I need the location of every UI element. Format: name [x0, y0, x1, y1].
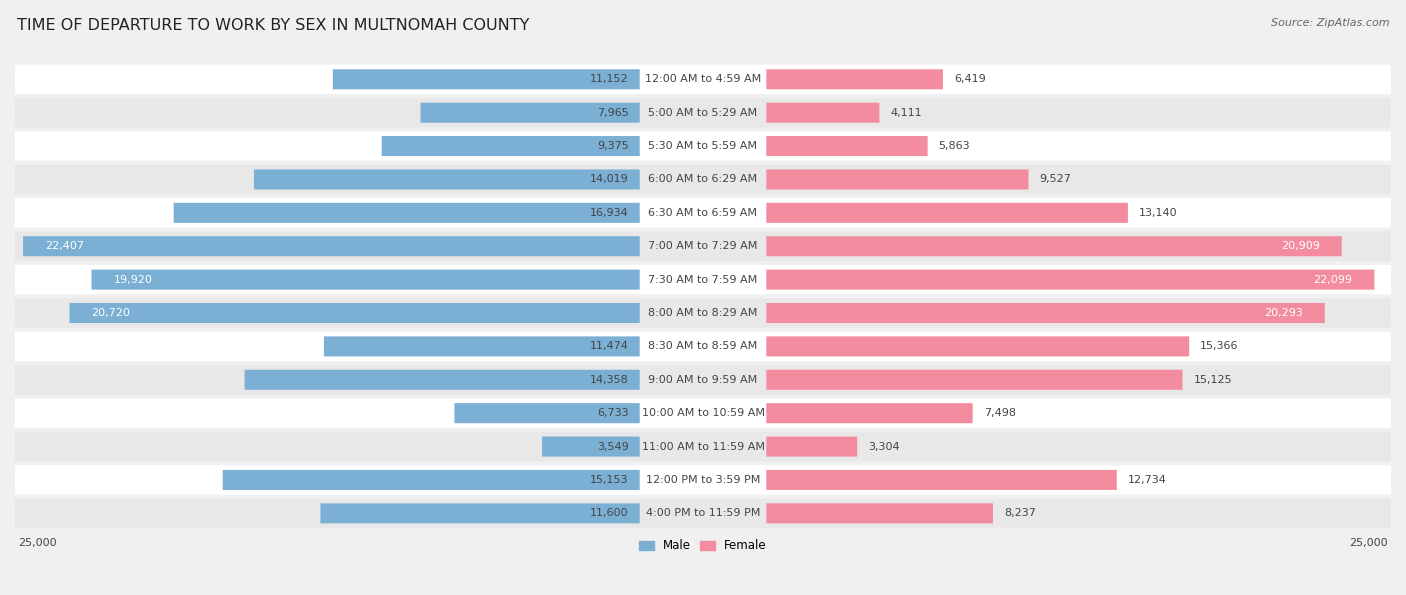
Text: 8:00 AM to 8:29 AM: 8:00 AM to 8:29 AM	[648, 308, 758, 318]
FancyBboxPatch shape	[766, 69, 943, 89]
Text: 8:30 AM to 8:59 AM: 8:30 AM to 8:59 AM	[648, 342, 758, 352]
FancyBboxPatch shape	[15, 331, 1391, 361]
FancyBboxPatch shape	[323, 336, 640, 356]
Text: 22,099: 22,099	[1313, 275, 1353, 284]
FancyBboxPatch shape	[766, 103, 879, 123]
Text: 5:00 AM to 5:29 AM: 5:00 AM to 5:29 AM	[648, 108, 758, 118]
Text: 16,934: 16,934	[591, 208, 628, 218]
FancyBboxPatch shape	[766, 503, 993, 524]
Text: 7:30 AM to 7:59 AM: 7:30 AM to 7:59 AM	[648, 275, 758, 284]
Text: 12,734: 12,734	[1128, 475, 1167, 485]
FancyBboxPatch shape	[321, 503, 640, 524]
FancyBboxPatch shape	[766, 336, 1189, 356]
Text: 11,474: 11,474	[591, 342, 628, 352]
FancyBboxPatch shape	[333, 69, 640, 89]
FancyBboxPatch shape	[420, 103, 640, 123]
Text: 22,407: 22,407	[45, 241, 84, 251]
Text: 7,965: 7,965	[598, 108, 628, 118]
FancyBboxPatch shape	[15, 98, 1391, 127]
FancyBboxPatch shape	[766, 236, 1341, 256]
FancyBboxPatch shape	[15, 131, 1391, 161]
Text: Source: ZipAtlas.com: Source: ZipAtlas.com	[1271, 18, 1389, 28]
Text: 11,600: 11,600	[591, 508, 628, 518]
FancyBboxPatch shape	[766, 470, 1116, 490]
Text: 11:00 AM to 11:59 AM: 11:00 AM to 11:59 AM	[641, 441, 765, 452]
Text: 20,720: 20,720	[91, 308, 131, 318]
Text: 25,000: 25,000	[1350, 538, 1388, 549]
Text: 12:00 AM to 4:59 AM: 12:00 AM to 4:59 AM	[645, 74, 761, 84]
Text: 13,140: 13,140	[1139, 208, 1178, 218]
Text: 14,358: 14,358	[591, 375, 628, 385]
Text: 6,419: 6,419	[953, 74, 986, 84]
Text: 10:00 AM to 10:59 AM: 10:00 AM to 10:59 AM	[641, 408, 765, 418]
FancyBboxPatch shape	[15, 465, 1391, 494]
FancyBboxPatch shape	[766, 203, 1128, 223]
Text: 7:00 AM to 7:29 AM: 7:00 AM to 7:29 AM	[648, 241, 758, 251]
Text: 6:00 AM to 6:29 AM: 6:00 AM to 6:29 AM	[648, 174, 758, 184]
FancyBboxPatch shape	[766, 403, 973, 423]
Text: 3,549: 3,549	[598, 441, 628, 452]
Text: 11,152: 11,152	[591, 74, 628, 84]
FancyBboxPatch shape	[222, 470, 640, 490]
Text: 9:00 AM to 9:59 AM: 9:00 AM to 9:59 AM	[648, 375, 758, 385]
Text: 15,153: 15,153	[591, 475, 628, 485]
FancyBboxPatch shape	[766, 136, 928, 156]
Text: 20,909: 20,909	[1281, 241, 1320, 251]
Legend: Male, Female: Male, Female	[634, 534, 772, 557]
Text: 4,111: 4,111	[890, 108, 922, 118]
FancyBboxPatch shape	[766, 437, 858, 456]
FancyBboxPatch shape	[15, 298, 1391, 328]
FancyBboxPatch shape	[174, 203, 640, 223]
Text: 3,304: 3,304	[869, 441, 900, 452]
FancyBboxPatch shape	[766, 170, 1028, 189]
Text: 12:00 PM to 3:59 PM: 12:00 PM to 3:59 PM	[645, 475, 761, 485]
Text: 4:00 PM to 11:59 PM: 4:00 PM to 11:59 PM	[645, 508, 761, 518]
Text: 15,125: 15,125	[1194, 375, 1232, 385]
FancyBboxPatch shape	[543, 437, 640, 456]
FancyBboxPatch shape	[15, 231, 1391, 261]
FancyBboxPatch shape	[454, 403, 640, 423]
FancyBboxPatch shape	[15, 365, 1391, 394]
Text: 7,498: 7,498	[984, 408, 1015, 418]
FancyBboxPatch shape	[381, 136, 640, 156]
FancyBboxPatch shape	[245, 369, 640, 390]
Text: 15,366: 15,366	[1201, 342, 1239, 352]
FancyBboxPatch shape	[91, 270, 640, 290]
Text: TIME OF DEPARTURE TO WORK BY SEX IN MULTNOMAH COUNTY: TIME OF DEPARTURE TO WORK BY SEX IN MULT…	[17, 18, 529, 33]
FancyBboxPatch shape	[15, 165, 1391, 194]
FancyBboxPatch shape	[15, 265, 1391, 295]
FancyBboxPatch shape	[15, 65, 1391, 94]
Text: 6,733: 6,733	[598, 408, 628, 418]
Text: 9,527: 9,527	[1039, 174, 1071, 184]
FancyBboxPatch shape	[15, 198, 1391, 227]
Text: 19,920: 19,920	[114, 275, 152, 284]
Text: 5:30 AM to 5:59 AM: 5:30 AM to 5:59 AM	[648, 141, 758, 151]
Text: 5,863: 5,863	[939, 141, 970, 151]
Text: 14,019: 14,019	[591, 174, 628, 184]
Text: 25,000: 25,000	[18, 538, 56, 549]
FancyBboxPatch shape	[766, 303, 1324, 323]
Text: 9,375: 9,375	[598, 141, 628, 151]
FancyBboxPatch shape	[15, 499, 1391, 528]
FancyBboxPatch shape	[22, 236, 640, 256]
FancyBboxPatch shape	[766, 369, 1182, 390]
FancyBboxPatch shape	[254, 170, 640, 189]
FancyBboxPatch shape	[15, 399, 1391, 428]
Text: 20,293: 20,293	[1264, 308, 1303, 318]
FancyBboxPatch shape	[69, 303, 640, 323]
FancyBboxPatch shape	[766, 270, 1375, 290]
Text: 8,237: 8,237	[1004, 508, 1036, 518]
Text: 6:30 AM to 6:59 AM: 6:30 AM to 6:59 AM	[648, 208, 758, 218]
FancyBboxPatch shape	[15, 432, 1391, 461]
